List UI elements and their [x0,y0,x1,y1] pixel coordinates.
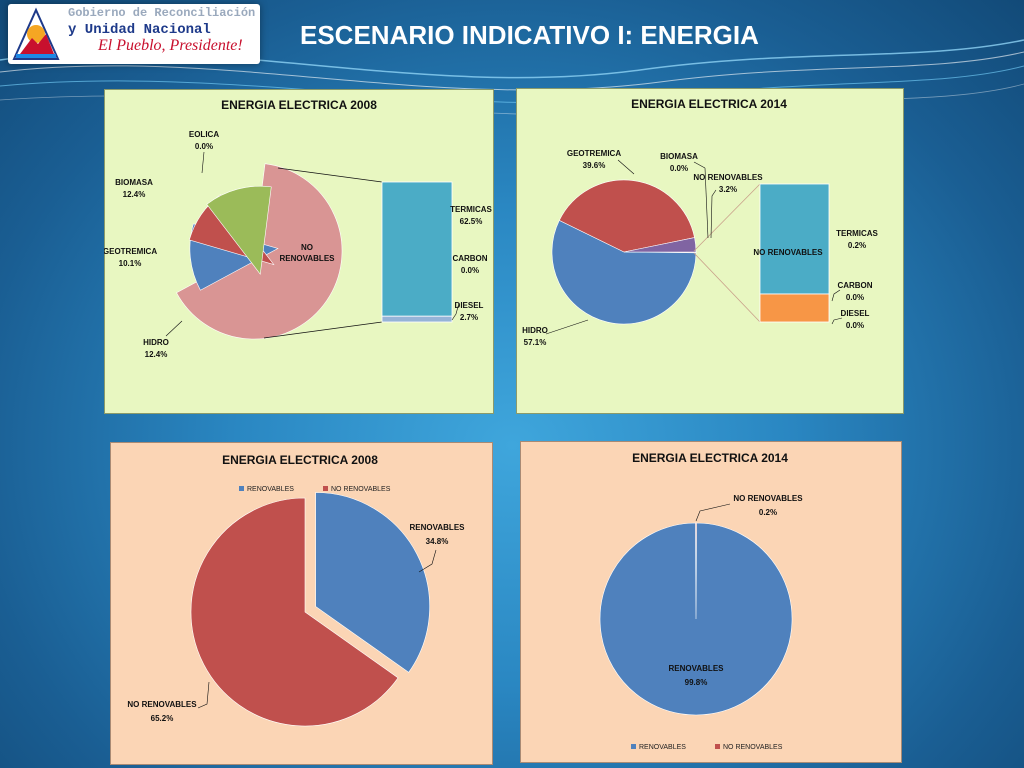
pie-slice-biomasa [206,185,272,275]
biomasa-leader-line [693,161,706,169]
chart-2008-breakdown-title: ENERGIA ELECTRICA 2008 [221,98,377,112]
bar-label-termicas-value: 0.2% [848,241,866,250]
slice-label-geotremica-name: GEOTREMICA [567,149,621,158]
diesel-leader-line [451,302,460,321]
geotremica-leader-line [617,159,635,175]
legend-label-renovables: RENOVABLES [247,486,294,493]
pie-slice-eolica [623,237,697,253]
carbon-leader-line [831,289,841,302]
chart-2008-renewables: ENERGIA ELECTRICA 2008 RENOVABLES NO REN… [110,442,493,765]
slice-label-geotremica-value: 10.1% [119,259,142,268]
slice-label-no-renovables-name: NO RENOVABLES [127,700,197,709]
biomasa-leader-line-2 [704,167,709,239]
slice-label-renovables-value: 34.8% [426,537,449,546]
slice-label-no-renovables-line-2: RENOVABLES [280,254,336,263]
slice-label-renovables-value: 99.8% [685,678,708,687]
chart-2014-renewables-title: ENERGIA ELECTRICA 2014 [632,451,788,465]
bar-label-diesel-name: DIESEL [455,301,484,310]
slice-label-eolica-name: EOLICA [189,130,219,139]
legend-label-renovables: RENOVABLES [639,744,686,751]
slice-label-renovables-name: RENOVABLES [410,523,466,532]
eolica-leader-line [710,189,717,239]
chart-2014-breakdown-panel: ENERGIA ELECTRICA 2014 GEOTREMICA 39.6% … [516,88,904,414]
diesel-leader-line [831,317,843,325]
bar-label-carbon-value: 0.0% [846,293,864,302]
slice-label-hidro-name: HIDRO [143,338,169,347]
bar-segment-termicas [381,181,453,317]
pie-slice-no-renovables [190,497,399,727]
volcano-emblem-icon [12,7,60,60]
pie-slice-renovables [599,522,793,716]
pie-bar-connector-top [277,167,383,183]
slice-label-eolica-name: NO RENOVABLES [693,173,763,182]
eolica-leader-line [201,151,205,174]
slice-label-no-renovables: NO RENOVABLES [753,248,823,257]
slice-label-geotremica-name: GEOTREMICA [104,247,157,256]
bar-label-diesel-value: 2.7% [460,313,478,322]
slice-label-biomasa-name: BIOMASA [660,152,698,161]
legend-swatch-no-renovables [323,486,328,491]
pie-slice-hidro [551,219,697,325]
no-renovables-leader-line [695,503,731,522]
logo-line-1: Gobierno de Reconciliación [68,6,256,20]
hidro-leader-line [165,320,183,337]
chart-2014-renewables-panel: ENERGIA ELECTRICA 2014 NO RENOVABLES 0.2… [520,441,902,763]
hidro-leader-line [545,319,589,335]
slice-label-eolica-value: 0.0% [195,142,213,151]
bar-segment-diesel [381,315,453,323]
legend-label-no-renovables: NO RENOVABLES [723,744,783,751]
chart-2014-breakdown: ENERGIA ELECTRICA 2014 GEOTREMICA 39.6% … [516,88,904,414]
bar-label-carbon-name: CARBON [452,254,487,263]
no-renovables-leader-line [197,681,210,709]
pie-slice-geotremica [558,179,695,253]
bar-label-diesel-value: 0.0% [846,321,864,330]
slice-label-biomasa-value: 0.0% [670,164,688,173]
bar-label-diesel-name: DIESEL [841,309,870,318]
government-logo: Gobierno de Reconciliación y Unidad Naci… [8,4,260,64]
chart-2014-renewables: ENERGIA ELECTRICA 2014 NO RENOVABLES 0.2… [520,441,902,763]
pie-slice-renovables [315,492,430,673]
slide-title: ESCENARIO INDICATIVO I: ENERGIA [300,20,759,50]
pie-bar-connector-bottom [693,252,761,323]
chart-2014-breakdown-title: ENERGIA ELECTRICA 2014 [631,97,787,111]
legend-swatch-renovables [631,744,636,749]
bar-label-termicas-value: 62.5% [460,217,483,226]
slice-label-no-renovables-value: 65.2% [151,714,174,723]
legend-label-no-renovables: NO RENOVABLES [331,486,391,493]
slice-label-geotremica-value: 39.6% [583,161,606,170]
bar-segment-termicas [759,183,830,295]
slice-label-no-renovables-line-1: NO [301,243,313,252]
legend-swatch-no-renovables [715,744,720,749]
logo-line-3: El Pueblo, Presidente! [98,37,243,54]
slice-label-eolica-value: 3.2% [719,185,737,194]
pie-bar-connector-bottom [263,321,383,339]
legend-swatch-renovables [239,486,244,491]
chart-2008-breakdown: ENERGIA ELECTRICA 2008 EOLICA 0.0% BIOMA… [104,89,494,414]
bar-label-carbon-value: 0.0% [461,266,479,275]
slice-label-biomasa-name: BIOMASA [115,178,153,187]
pie-bar-connector-top [693,183,761,252]
logo-line-2: y Unidad Nacional [68,22,211,38]
slice-label-no-renovables-name: NO RENOVABLES [733,494,803,503]
slice-label-biomasa-value: 12.4% [123,190,146,199]
bar-label-carbon-name: CARBON [837,281,872,290]
bar-segment-carbon-diesel [759,293,830,323]
slice-label-no-renovables-value: 0.2% [759,508,777,517]
slice-label-hidro-value: 12.4% [145,350,168,359]
slice-label-renovables-name: RENOVABLES [669,664,725,673]
bar-label-termicas-name: TERMICAS [450,205,492,214]
bar-label-termicas-name: TERMICAS [836,229,878,238]
chart-2008-breakdown-panel: ENERGIA ELECTRICA 2008 EOLICA 0.0% BIOMA… [104,89,494,414]
renovables-leader-line [418,549,437,573]
slice-label-hidro-name: HIDRO [522,326,548,335]
chart-2008-renewables-title: ENERGIA ELECTRICA 2008 [222,453,378,467]
slice-label-hidro-value: 57.1% [524,338,547,347]
chart-2008-renewables-panel: ENERGIA ELECTRICA 2008 RENOVABLES NO REN… [110,442,493,765]
